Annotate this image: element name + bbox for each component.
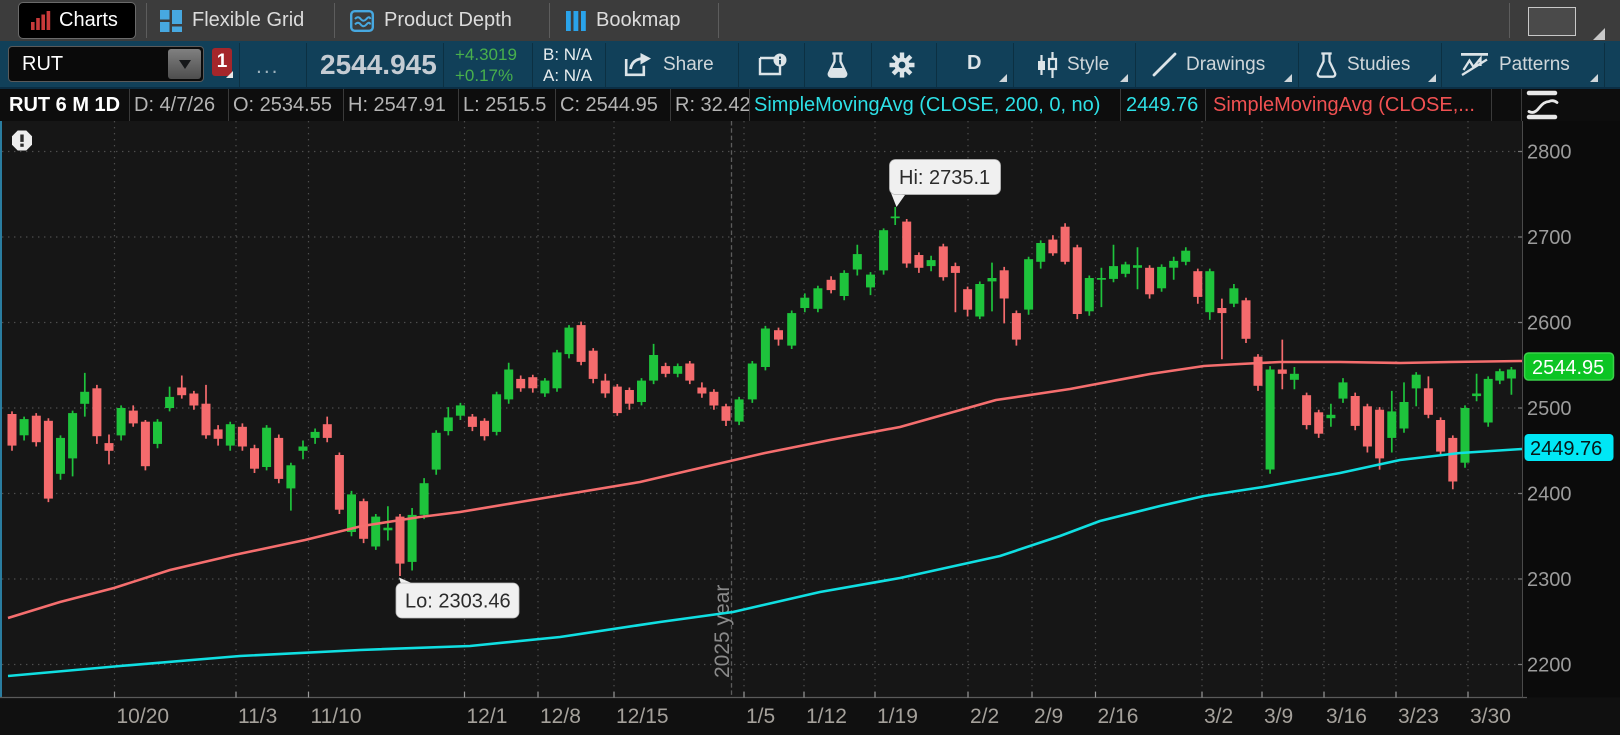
svg-text:2/16: 2/16 — [1098, 705, 1139, 728]
svg-text:3/30: 3/30 — [1470, 705, 1511, 728]
svg-text:2800: 2800 — [1527, 142, 1572, 164]
svg-text:1/19: 1/19 — [877, 705, 918, 728]
svg-text:11/10: 11/10 — [311, 705, 362, 728]
svg-text:3/9: 3/9 — [1264, 705, 1293, 728]
svg-text:2/9: 2/9 — [1034, 705, 1063, 728]
svg-text:2300: 2300 — [1527, 569, 1572, 591]
svg-text:2025 year: 2025 year — [711, 585, 734, 678]
svg-text:11/3: 11/3 — [238, 705, 277, 728]
svg-text:2544.95: 2544.95 — [1532, 357, 1604, 379]
svg-text:3/23: 3/23 — [1398, 705, 1439, 728]
svg-text:12/8: 12/8 — [540, 705, 581, 728]
svg-text:2200: 2200 — [1527, 655, 1572, 677]
svg-text:2700: 2700 — [1527, 227, 1572, 249]
svg-text:1/12: 1/12 — [806, 705, 847, 728]
svg-text:3/2: 3/2 — [1204, 705, 1233, 728]
svg-text:2449.76: 2449.76 — [1530, 438, 1602, 460]
svg-text:1/5: 1/5 — [746, 705, 775, 728]
svg-text:10/20: 10/20 — [117, 705, 170, 728]
svg-text:Lo: 2303.46: Lo: 2303.46 — [405, 591, 511, 613]
svg-text:2/2: 2/2 — [970, 705, 999, 728]
svg-text:2400: 2400 — [1527, 484, 1572, 506]
svg-text:2600: 2600 — [1527, 313, 1572, 335]
svg-text:3/16: 3/16 — [1326, 705, 1367, 728]
svg-text:2500: 2500 — [1527, 398, 1572, 420]
svg-text:12/15: 12/15 — [616, 705, 669, 728]
svg-text:Hi: 2735.1: Hi: 2735.1 — [899, 167, 990, 189]
svg-text:12/1: 12/1 — [467, 705, 508, 728]
